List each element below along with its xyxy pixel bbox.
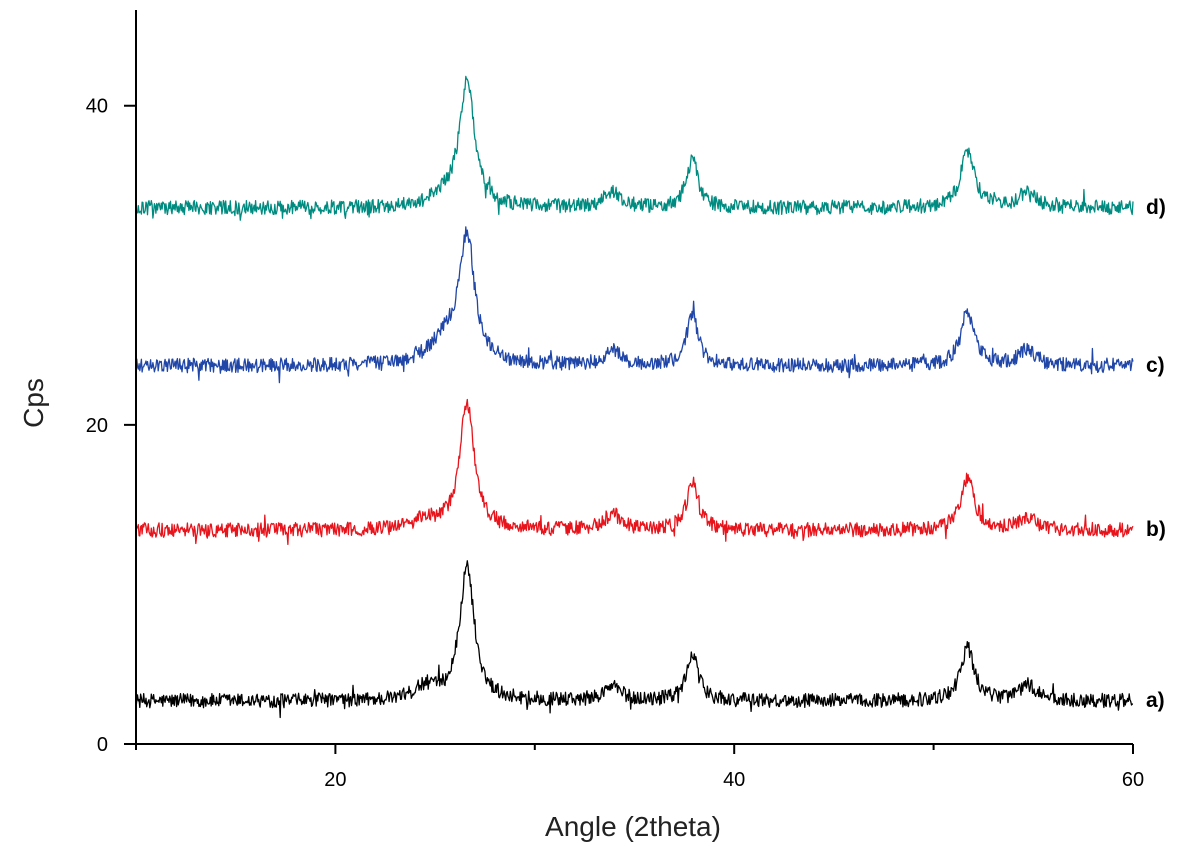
series-layer [135,75,1134,719]
x-tick-label: 40 [723,769,745,791]
series-line-3 [135,226,1134,384]
series-label: a) [1146,689,1165,712]
x-axis-title: Angle (2theta) [545,811,721,842]
series-labels: a) b) c) d) [1146,196,1166,712]
y-axis-title: Cps [18,378,49,428]
x-tick-label: 60 [1122,769,1144,791]
ticks-layer: 20 40 60 0 20 40 [86,96,1144,791]
series-line-2 [135,398,1134,546]
y-tick-label: 20 [86,415,108,437]
series-line-1 [135,560,1134,719]
series-line-4 [135,75,1134,221]
y-tick-label: 0 [97,734,108,756]
y-tick-label: 40 [86,96,108,118]
series-label: c) [1146,354,1165,377]
x-tick-label: 20 [324,769,346,791]
series-label: b) [1146,518,1166,541]
series-label: d) [1146,196,1166,219]
